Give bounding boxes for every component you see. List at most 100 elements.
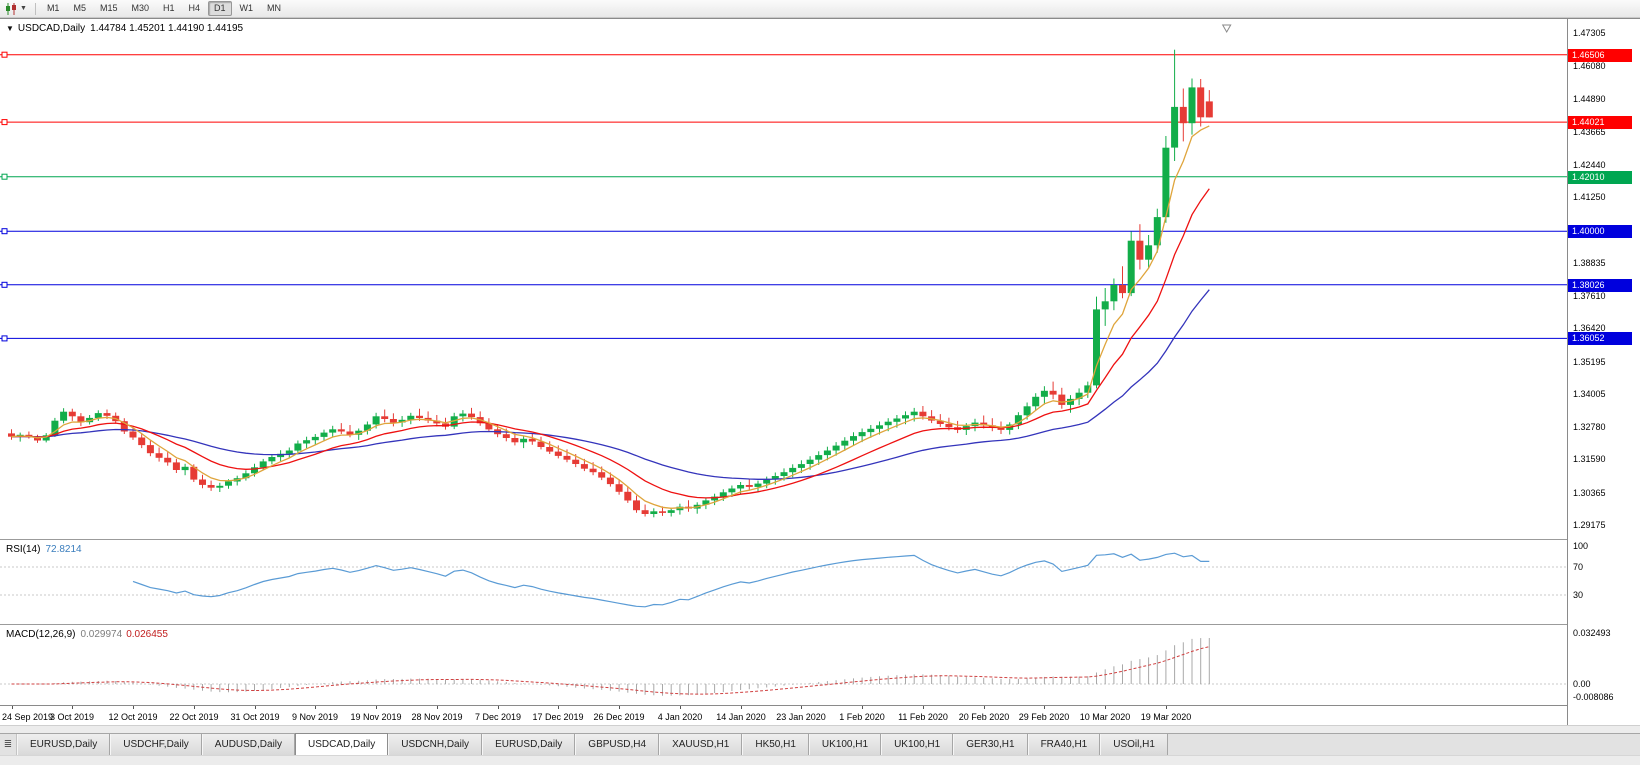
time-axis-label: 10 Mar 2020: [1079, 712, 1131, 722]
level-price-badge: 1.36052: [1568, 332, 1632, 345]
time-axis-tick: [437, 706, 438, 709]
window-list-icon[interactable]: ≣: [0, 734, 17, 755]
pane-separator[interactable]: [0, 624, 1640, 625]
timeframe-button-m15[interactable]: M15: [99, 3, 118, 13]
rsi-pane[interactable]: RSI(14) 72.8214: [0, 540, 1567, 624]
macd-signal-line: [11, 646, 1210, 695]
pane-separator[interactable]: [0, 539, 1640, 540]
time-axis-tick: [315, 706, 316, 709]
time-axis-label: 26 Dec 2019: [593, 712, 645, 722]
timeframe-button-d1[interactable]: D1: [208, 1, 232, 16]
level-handle: [1, 173, 8, 180]
price-pane[interactable]: ▼ USDCAD,Daily 1.44784 1.45201 1.44190 1.4…: [0, 19, 1567, 539]
toolbar: ▼ M1 M5 M15 M30 H1 H4 D1 W1 MN: [0, 0, 1640, 18]
time-axis-label: 20 Feb 2020: [958, 712, 1010, 722]
rsi-axis-label: 100: [1573, 541, 1589, 551]
time-axis-tick: [680, 706, 681, 709]
time-axis-label: 17 Dec 2019: [532, 712, 584, 722]
level-price-badge: 1.46506: [1568, 49, 1632, 62]
price-axis-label: 1.31590: [1573, 454, 1606, 464]
timeframe-button-w1[interactable]: W1: [239, 3, 254, 13]
time-axis-label: 7 Dec 2019: [474, 712, 522, 722]
time-axis-tick: [1166, 706, 1167, 709]
time-axis-label: 11 Feb 2020: [898, 712, 948, 722]
timeframe-button-m5[interactable]: M5: [73, 3, 86, 13]
time-axis-tick: [194, 706, 195, 709]
chart-tab-usoil-h1[interactable]: USOil,H1: [1100, 734, 1168, 755]
chart-tab-usdcnh-daily[interactable]: USDCNH,Daily: [388, 734, 483, 755]
time-axis-tick: [1105, 706, 1106, 709]
time-axis[interactable]: 24 Sep 2019 3 Oct 2019 12 Oct 2019 22 Oct 2…: [0, 705, 1567, 726]
time-axis-label: 14 Jan 2020: [716, 712, 766, 722]
macd-label: MACD(12,26,9) 0.029974 0.026455: [6, 629, 168, 640]
price-axis-label: 1.42440: [1573, 160, 1606, 170]
chart-tab-fra40-h1[interactable]: FRA40,H1: [1027, 734, 1101, 755]
price-axis-label: 1.41250: [1573, 192, 1606, 202]
ma-slow-line: [11, 289, 1210, 480]
time-axis-tick: [133, 706, 134, 709]
timeframe-button-mn[interactable]: MN: [267, 3, 282, 13]
horizontal-scroll-strip[interactable]: [0, 725, 1640, 733]
chart-tab-usdchf-daily[interactable]: USDCHF,Daily: [110, 734, 202, 755]
level-handle: [1, 119, 8, 126]
chart-title: ▼ USDCAD,Daily 1.44784 1.45201 1.44190 1.4…: [6, 23, 243, 34]
time-axis-label: 1 Feb 2020: [839, 712, 885, 722]
time-axis-tick: [923, 706, 924, 709]
chevron-down-icon[interactable]: ▼: [20, 5, 27, 12]
time-axis-label: 4 Jan 2020: [657, 712, 703, 722]
timeframe-button-m1[interactable]: M1: [46, 3, 60, 13]
level-handle: [1, 281, 8, 288]
ma-mid-line: [11, 188, 1210, 499]
chart-tab-xauusd-h1[interactable]: XAUUSD,H1: [659, 734, 743, 755]
sr-level-lines[interactable]: [0, 51, 1567, 342]
macd-main-value: 0.029974: [80, 629, 123, 640]
time-axis-label: 24 Sep 2019: [2, 712, 54, 722]
price-axis[interactable]: 1.47305 1.46080 1.44890 1.43665 1.42440 1.412…: [1567, 19, 1640, 726]
chart-shift-marker[interactable]: [1221, 24, 1232, 34]
time-axis-tick: [558, 706, 559, 709]
one-click-trading-icon[interactable]: ▼: [6, 24, 14, 33]
macd-axis-label: -0.008086: [1573, 692, 1614, 702]
level-handle: [1, 335, 8, 342]
time-axis-label: 3 Oct 2019: [49, 712, 95, 722]
level-price-badge: 1.42010: [1568, 171, 1632, 184]
price-axis-label: 1.37610: [1573, 291, 1606, 301]
ma-fast-line: [11, 125, 1210, 509]
chart-tab-eurusd-daily[interactable]: EURUSD,Daily: [17, 734, 111, 755]
price-axis-label: 1.32780: [1573, 422, 1606, 432]
time-axis-label: 29 Feb 2020: [1018, 712, 1070, 722]
timeframe-button-m30[interactable]: M30: [131, 3, 149, 13]
rsi-axis-label: 70: [1573, 562, 1584, 572]
rsi-label: RSI(14) 72.8214: [6, 544, 82, 555]
chart-tab-usdcad-daily[interactable]: USDCAD,Daily: [295, 733, 389, 755]
price-axis-label: 1.36420: [1573, 323, 1606, 333]
macd-pane[interactable]: MACD(12,26,9) 0.029974 0.026455: [0, 625, 1567, 705]
time-axis-label: 31 Oct 2019: [230, 712, 280, 722]
chart-window: ▼ USDCAD,Daily 1.44784 1.45201 1.44190 1.4…: [0, 18, 1640, 726]
chart-tab-eurusd-daily[interactable]: EURUSD,Daily: [482, 734, 576, 755]
timeframe-button-h1[interactable]: H1: [163, 3, 175, 13]
chart-symbol-period: USDCAD,Daily: [17, 23, 86, 34]
chart-tab-audusd-daily[interactable]: AUDUSD,Daily: [201, 734, 296, 755]
price-axis-label: 1.34005: [1573, 389, 1606, 399]
price-axis-label: 1.29175: [1573, 520, 1606, 530]
chart-tab-uk100-h1[interactable]: UK100,H1: [808, 734, 882, 755]
chart-tab-gbpusd-h4[interactable]: GBPUSD,H4: [575, 734, 660, 755]
timeframe-button-h4[interactable]: H4: [188, 3, 201, 13]
chart-tab-hk50-h1[interactable]: HK50,H1: [742, 734, 809, 755]
rsi-line: [132, 552, 1210, 608]
level-handle: [1, 228, 8, 235]
price-axis-label: 1.38835: [1573, 258, 1606, 268]
time-axis-tick: [984, 706, 985, 709]
chart-tab-uk100-h1[interactable]: UK100,H1: [881, 734, 954, 755]
rsi-name: RSI(14): [6, 544, 41, 555]
macd-histogram: [19, 638, 1210, 696]
time-axis-label: 28 Nov 2019: [411, 712, 463, 722]
chart-tab-ger30-h1[interactable]: GER30,H1: [953, 734, 1028, 755]
candlestick-chart-icon[interactable]: [3, 2, 19, 16]
chart-tab-bar: ≣ EURUSD,Daily USDCHF,Daily AUDUSD,Daily US…: [0, 733, 1640, 755]
rsi-axis-label: 30: [1573, 590, 1584, 600]
time-axis-tick: [72, 706, 73, 709]
chart-ohlc-values: 1.44784 1.45201 1.44190 1.44195: [90, 23, 244, 34]
